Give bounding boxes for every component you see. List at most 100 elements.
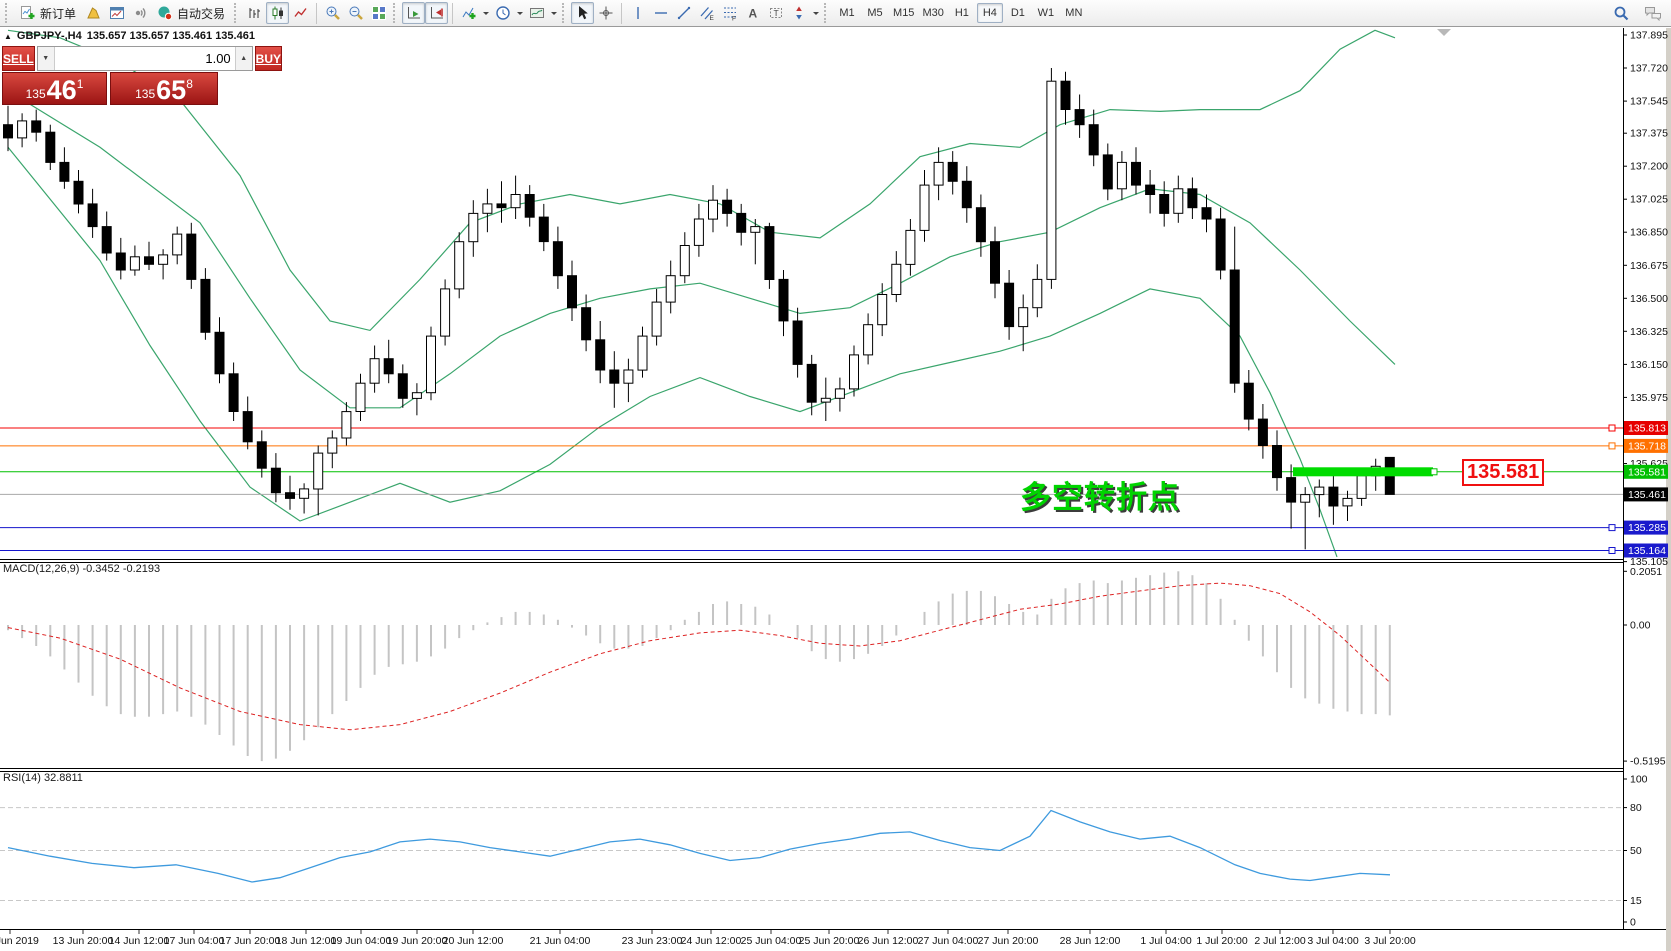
time-axis-label: 19 Jun 04:00	[331, 935, 392, 947]
toolbar-grip[interactable]	[393, 3, 398, 23]
line-chart-type-button[interactable]	[289, 2, 312, 24]
time-axis-label: 13 Jun 20:00	[53, 935, 114, 947]
line-handle[interactable]	[1608, 442, 1616, 450]
candle-body	[877, 294, 888, 326]
autotrading-button[interactable]: 自动交易	[151, 2, 231, 24]
new-chart-button[interactable]	[105, 2, 128, 24]
sell-button[interactable]: SELL	[2, 46, 35, 71]
candle-body	[1004, 282, 1015, 328]
buy-button[interactable]: BUY	[254, 46, 283, 71]
templates-button[interactable]	[525, 2, 548, 24]
arrows-dropdown-arrow[interactable]	[810, 2, 821, 24]
periods-dropdown-arrow[interactable]	[514, 2, 525, 24]
bar-chart-type-button[interactable]	[243, 2, 266, 24]
candle-body	[31, 120, 42, 133]
candle-body	[228, 373, 239, 412]
toolbar-grip[interactable]	[5, 3, 10, 23]
candle-body	[1018, 307, 1029, 328]
zoom-out-button[interactable]	[344, 2, 367, 24]
axis-label: 80	[1630, 802, 1642, 814]
candle-body	[863, 324, 874, 356]
quote-panel-toggle-icon[interactable]: ▲	[4, 31, 12, 41]
timeframe-button-mn[interactable]: MN	[1065, 7, 1083, 19]
search-button[interactable]	[1610, 2, 1633, 24]
timeframe-button-m1[interactable]: M1	[839, 7, 855, 19]
candle-body	[919, 184, 930, 231]
vertical-line-tool-button[interactable]	[626, 2, 649, 24]
line-handle[interactable]	[1608, 547, 1616, 554]
time-axis-label: 2 Jul 12:00	[1254, 935, 1306, 947]
candle-body	[1159, 194, 1170, 214]
chart-decorations[interactable]	[1293, 29, 1616, 554]
line-handle[interactable]	[1608, 524, 1616, 532]
toolbar-grip[interactable]	[234, 3, 239, 23]
toolbar-grip[interactable]	[562, 3, 567, 23]
candle-body	[1229, 269, 1240, 384]
timeframe-button-m30[interactable]: M30	[922, 7, 944, 19]
zoom-in-button[interactable]	[321, 2, 344, 24]
toolbar-grip[interactable]	[824, 3, 829, 23]
cursor-button[interactable]	[571, 2, 595, 24]
timeframe-button-m15[interactable]: M15	[893, 7, 915, 19]
text-tool-icon: A	[745, 5, 761, 21]
price-callout-tag[interactable]: 135.581	[1462, 459, 1545, 486]
candle-body	[369, 358, 380, 384]
sell-price-box[interactable]: 135 46 1	[2, 72, 107, 105]
trendline-thick-segment[interactable]	[1293, 467, 1433, 477]
axis-label: 137.545	[1630, 96, 1668, 108]
new-order-icon	[20, 5, 36, 21]
horizontal-line-tool-button[interactable]	[649, 2, 672, 24]
rsi-indicator-label: RSI(14) 32.8811	[3, 772, 83, 784]
time-axis-label: 3 Jul 04:00	[1307, 935, 1359, 947]
pane-separators[interactable]	[0, 559, 1666, 930]
new-order-button[interactable]: 新订单	[14, 2, 82, 24]
volume-input[interactable]	[54, 47, 235, 70]
line-handle[interactable]	[1430, 468, 1438, 476]
axis-label: 136.500	[1630, 293, 1668, 305]
label-tool-button[interactable]: T	[764, 2, 787, 24]
price-level-tag	[1624, 464, 1668, 479]
timeframe-button-m5[interactable]: M5	[867, 7, 883, 19]
candle-body	[115, 252, 126, 271]
timeframe-button-h1[interactable]: H1	[954, 7, 969, 19]
indicators-button[interactable]	[457, 2, 480, 24]
candle-body	[933, 161, 944, 186]
auto-scroll-button[interactable]	[402, 2, 426, 24]
timeframe-button-d1[interactable]: D1	[1010, 7, 1025, 19]
line-handle[interactable]	[1608, 424, 1616, 432]
alerts-icon-button[interactable]	[128, 2, 151, 24]
candle-body	[1342, 497, 1353, 507]
chat-button[interactable]	[1641, 2, 1665, 24]
candlestick-type-button[interactable]	[266, 2, 290, 24]
fibonacci-icon: F	[722, 5, 738, 21]
trendline-tool-button[interactable]	[672, 2, 695, 24]
volume-decrease-button[interactable]: ▼	[37, 47, 55, 70]
timeframe-button-w1[interactable]: W1	[1037, 7, 1055, 19]
templates-dropdown-arrow[interactable]	[548, 2, 559, 24]
arrows-tool-button[interactable]	[787, 2, 810, 24]
fibonacci-tool-button[interactable]: F	[718, 2, 741, 24]
volume-increase-button[interactable]: ▲	[234, 47, 252, 70]
periods-button[interactable]	[491, 2, 514, 24]
crosshair-button[interactable]	[594, 2, 617, 24]
scroll-end-marker-icon[interactable]	[1437, 29, 1451, 36]
buy-price-box[interactable]: 135 65 8	[110, 72, 218, 105]
price-level-tag	[1624, 520, 1668, 535]
channel-tool-button[interactable]: E	[695, 2, 718, 24]
candle-body	[1328, 486, 1339, 507]
candle-body	[256, 441, 267, 469]
chart-annotation-text[interactable]: 多空转折点	[1020, 480, 1180, 515]
price-level-tag-label: 135.718	[1628, 440, 1666, 452]
profiles-button[interactable]	[82, 2, 105, 24]
indicators-dropdown-arrow[interactable]	[480, 2, 491, 24]
axis-label: 0	[1630, 917, 1636, 929]
toolbar-separator	[452, 2, 454, 24]
axis-label: 136.150	[1630, 359, 1668, 371]
text-tool-button[interactable]: A	[741, 2, 764, 24]
channel-icon: E	[699, 5, 715, 21]
tile-windows-button[interactable]	[367, 2, 390, 24]
timeframe-button-h4[interactable]: H4	[976, 3, 1003, 23]
price-level-tag-label: 135.285	[1628, 522, 1666, 534]
chart-shift-button[interactable]	[425, 2, 449, 24]
